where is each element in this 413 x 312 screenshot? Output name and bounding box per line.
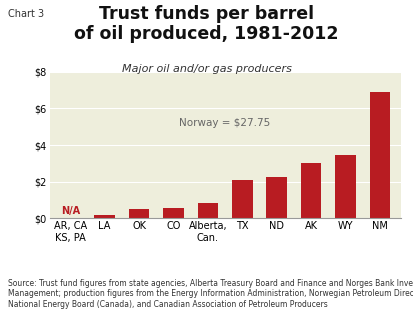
Bar [232,180,253,218]
Text: Major oil and/or gas producers: Major oil and/or gas producers [121,64,292,74]
Bar [335,155,356,218]
Bar [370,92,390,218]
Bar [301,163,321,218]
Text: Norway = $27.75: Norway = $27.75 [180,118,271,128]
Bar [94,215,115,218]
Text: Source: Trust fund figures from state agencies, Alberta Treasury Board and Finan: Source: Trust fund figures from state ag… [8,279,413,309]
Text: Trust funds per barrel
of oil produced, 1981-2012: Trust funds per barrel of oil produced, … [74,5,339,43]
Bar [129,209,150,218]
Text: Chart 3: Chart 3 [8,9,44,19]
Bar [266,177,287,218]
Bar [197,203,218,218]
Text: N/A: N/A [61,206,80,216]
Bar [163,208,184,218]
